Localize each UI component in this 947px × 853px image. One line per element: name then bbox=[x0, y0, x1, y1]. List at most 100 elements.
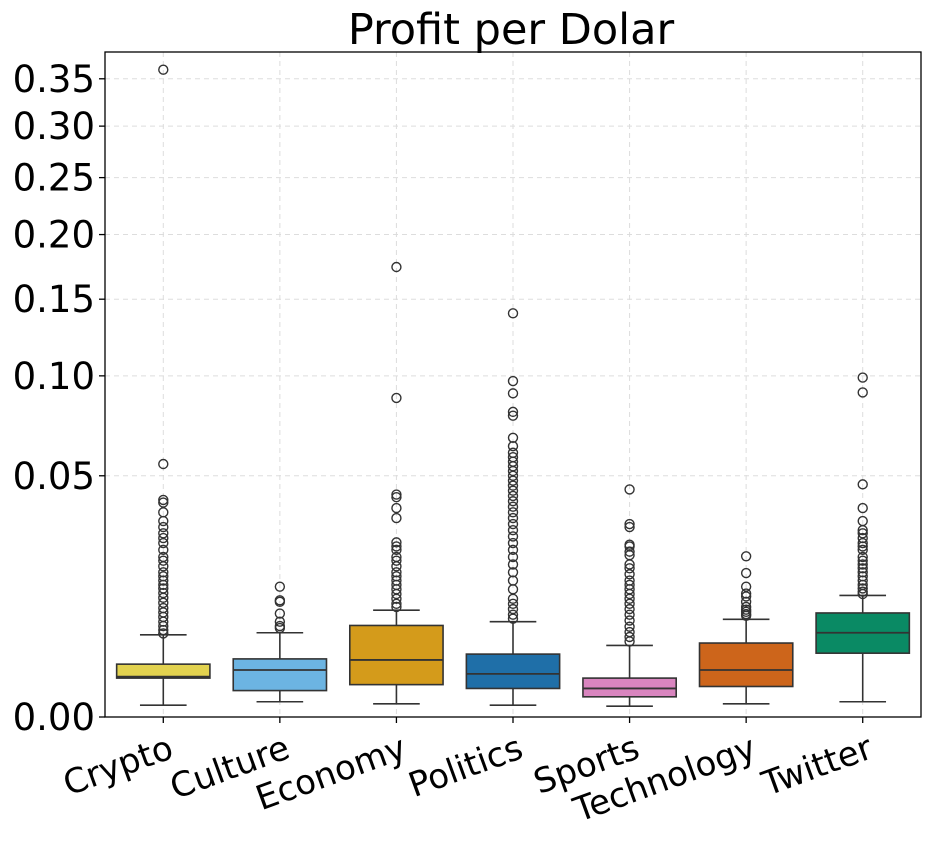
outlier-point bbox=[857, 559, 868, 570]
box-group-twitter bbox=[815, 372, 911, 703]
iqr-box bbox=[582, 677, 678, 698]
outlier-point bbox=[624, 593, 635, 605]
outlier-point bbox=[624, 521, 635, 533]
outlier-point bbox=[624, 603, 635, 615]
outlier-point bbox=[158, 544, 169, 556]
outlier-point bbox=[857, 563, 868, 574]
y-tick-label: 0.05 bbox=[13, 455, 95, 498]
outlier-point bbox=[507, 593, 519, 605]
outlier-point bbox=[507, 490, 519, 502]
outlier-point bbox=[624, 615, 635, 626]
box-group-sports bbox=[582, 484, 678, 708]
outlier-point bbox=[624, 559, 635, 570]
outlier-point bbox=[624, 621, 635, 632]
outlier-point bbox=[158, 497, 169, 508]
outlier-point bbox=[740, 581, 752, 592]
outlier-point bbox=[507, 524, 519, 536]
outlier-point bbox=[857, 528, 868, 539]
outlier-point bbox=[507, 496, 519, 507]
outlier-point bbox=[391, 261, 402, 273]
outlier-point bbox=[274, 616, 286, 627]
outlier-point bbox=[274, 622, 286, 634]
outlier-point bbox=[857, 575, 868, 586]
outlier-point bbox=[274, 608, 286, 619]
outlier-point bbox=[507, 485, 519, 496]
outlier-point bbox=[158, 567, 169, 578]
outlier-point bbox=[624, 563, 635, 574]
outlier-point bbox=[507, 537, 519, 549]
grid-lines bbox=[105, 52, 921, 718]
outlier-point bbox=[158, 628, 169, 639]
outlier-point bbox=[158, 587, 169, 599]
outlier-point bbox=[507, 308, 519, 319]
outlier-point bbox=[624, 636, 635, 647]
outlier-point bbox=[740, 551, 752, 562]
outlier-point bbox=[624, 598, 635, 610]
outlier-point bbox=[158, 458, 169, 470]
iqr-box bbox=[232, 658, 328, 692]
outlier-point bbox=[507, 559, 519, 570]
outlier-point bbox=[391, 492, 402, 503]
outlier-point bbox=[391, 598, 402, 610]
outlier-point bbox=[391, 541, 402, 552]
outlier-point bbox=[507, 475, 519, 486]
outlier-point bbox=[391, 588, 402, 600]
outlier-point bbox=[507, 480, 519, 491]
y-tick-label: 0.25 bbox=[13, 157, 95, 200]
outlier-point bbox=[391, 561, 402, 572]
outlier-point bbox=[507, 531, 519, 542]
outlier-point bbox=[857, 524, 868, 536]
outlier-point bbox=[857, 588, 868, 600]
outlier-point bbox=[507, 375, 519, 387]
y-tick-label: 0.20 bbox=[13, 214, 95, 257]
outlier-point bbox=[391, 489, 402, 500]
outlier-point bbox=[624, 631, 635, 643]
outlier-point bbox=[740, 567, 752, 579]
outlier-point bbox=[740, 588, 752, 599]
outlier-point bbox=[507, 410, 519, 421]
outlier-point bbox=[507, 544, 519, 556]
y-tick-label: 0.00 bbox=[13, 696, 95, 739]
outlier-point bbox=[158, 528, 169, 539]
outlier-point bbox=[624, 484, 635, 495]
iqr-box bbox=[698, 642, 794, 688]
outlier-point bbox=[158, 561, 169, 572]
outlier-point bbox=[507, 598, 519, 610]
outlier-point bbox=[507, 406, 519, 418]
outlier-point bbox=[857, 555, 868, 566]
outlier-point bbox=[857, 544, 868, 556]
iqr-box bbox=[115, 663, 211, 679]
chart-title: Profit per Dolar bbox=[348, 5, 675, 55]
x-tick-label: Crypto bbox=[58, 728, 178, 804]
x-tick-label: Twitter bbox=[756, 728, 878, 805]
box-group-crypto bbox=[115, 64, 211, 706]
outlier-point bbox=[507, 609, 519, 620]
outlier-point bbox=[857, 551, 868, 563]
outlier-point bbox=[624, 518, 635, 530]
y-tick-label: 0.30 bbox=[13, 105, 95, 148]
outlier-point bbox=[391, 512, 402, 524]
outlier-point bbox=[158, 515, 169, 527]
outlier-point bbox=[624, 569, 635, 580]
outlier-point bbox=[507, 470, 519, 481]
iqr-box bbox=[348, 624, 444, 686]
outlier-point bbox=[507, 518, 519, 530]
outlier-point bbox=[857, 502, 868, 514]
iqr-box bbox=[465, 653, 561, 690]
outlier-point bbox=[391, 593, 402, 605]
outlier-point bbox=[158, 624, 169, 636]
outlier-point bbox=[507, 567, 519, 578]
outlier-point bbox=[857, 537, 868, 549]
outlier-point bbox=[158, 620, 169, 632]
outlier-point bbox=[391, 502, 402, 514]
outlier-point bbox=[158, 537, 169, 549]
outlier-point bbox=[857, 583, 868, 594]
outlier-point bbox=[391, 555, 402, 566]
outlier-point bbox=[507, 512, 519, 524]
outlier-point bbox=[507, 507, 519, 518]
outlier-point bbox=[158, 555, 169, 566]
outlier-point bbox=[740, 591, 752, 602]
outlier-point bbox=[857, 567, 868, 578]
outlier-point bbox=[857, 372, 868, 383]
